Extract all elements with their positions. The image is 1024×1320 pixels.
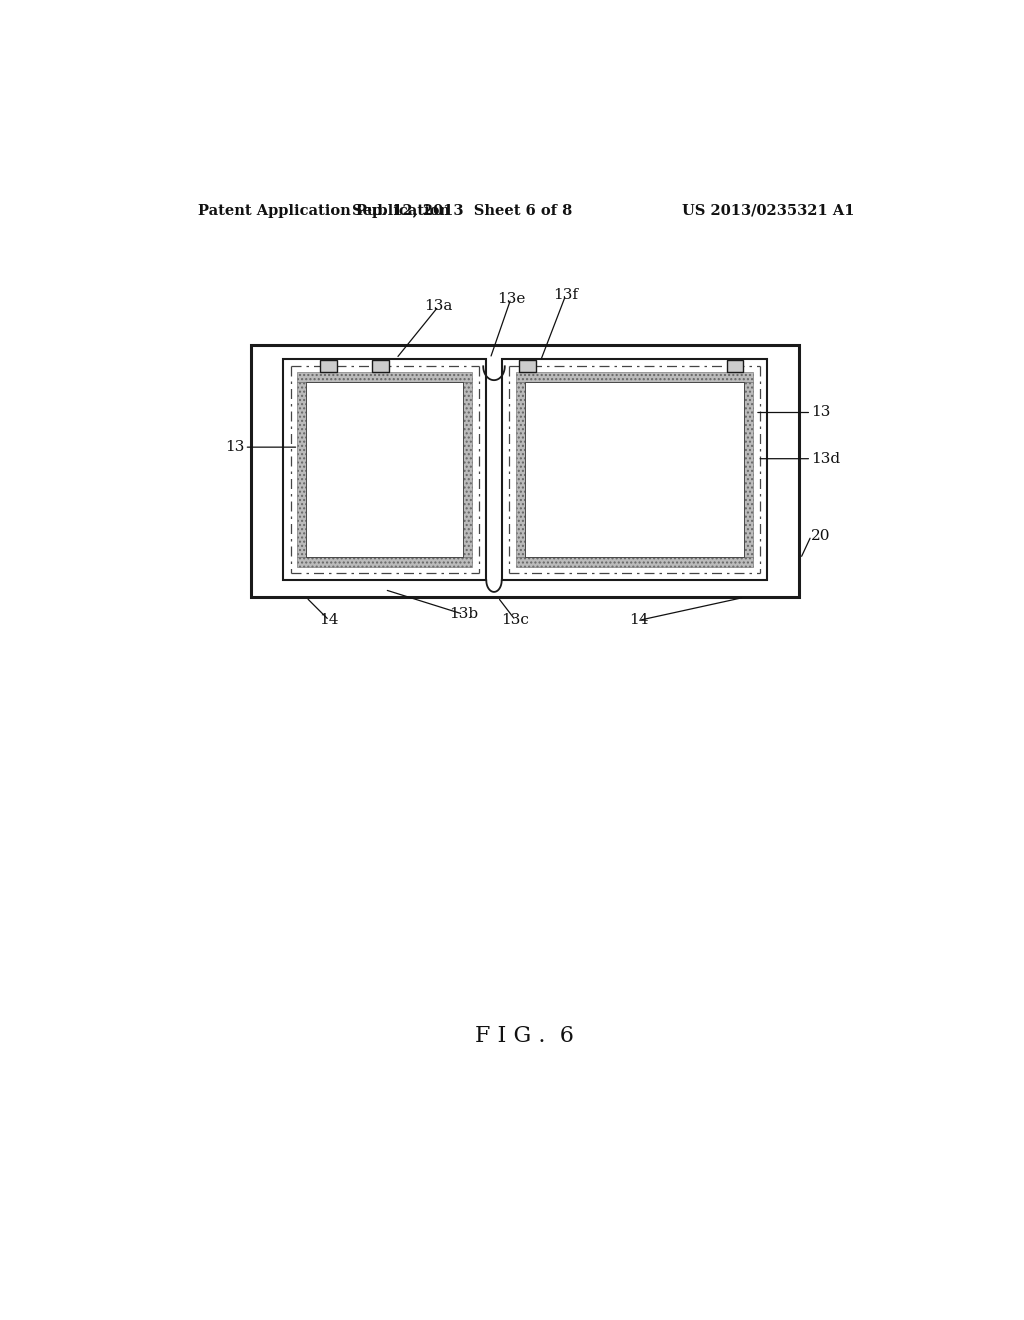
Bar	[727, 360, 743, 372]
Text: 13: 13	[811, 405, 830, 420]
Text: 13f: 13f	[553, 289, 579, 302]
Text: Sep. 12, 2013  Sheet 6 of 8: Sep. 12, 2013 Sheet 6 of 8	[351, 203, 571, 218]
Text: 13d: 13d	[811, 451, 841, 466]
Bar	[515, 372, 754, 381]
Bar	[463, 381, 472, 557]
Text: F I G .  6: F I G . 6	[475, 1026, 574, 1047]
Bar	[297, 372, 472, 381]
Text: 13c: 13c	[502, 614, 529, 627]
Text: 13b: 13b	[449, 607, 478, 622]
Bar	[524, 381, 744, 557]
Bar	[319, 360, 337, 372]
Bar	[519, 360, 537, 372]
Text: 14: 14	[319, 614, 339, 627]
Text: 13: 13	[225, 440, 245, 454]
Bar	[515, 557, 754, 566]
Text: 14: 14	[629, 614, 648, 627]
Text: 13a: 13a	[424, 300, 453, 313]
Text: 20: 20	[811, 529, 830, 543]
Bar	[744, 381, 754, 557]
Bar	[306, 381, 463, 557]
Text: Patent Application Publication: Patent Application Publication	[199, 203, 451, 218]
Bar	[252, 345, 799, 597]
Bar	[373, 360, 389, 372]
Bar	[283, 359, 486, 581]
Text: US 2013/0235321 A1: US 2013/0235321 A1	[682, 203, 854, 218]
Bar	[515, 381, 524, 557]
Bar	[297, 381, 306, 557]
Bar	[297, 557, 472, 566]
Bar	[502, 359, 767, 581]
Text: 13e: 13e	[497, 292, 525, 305]
